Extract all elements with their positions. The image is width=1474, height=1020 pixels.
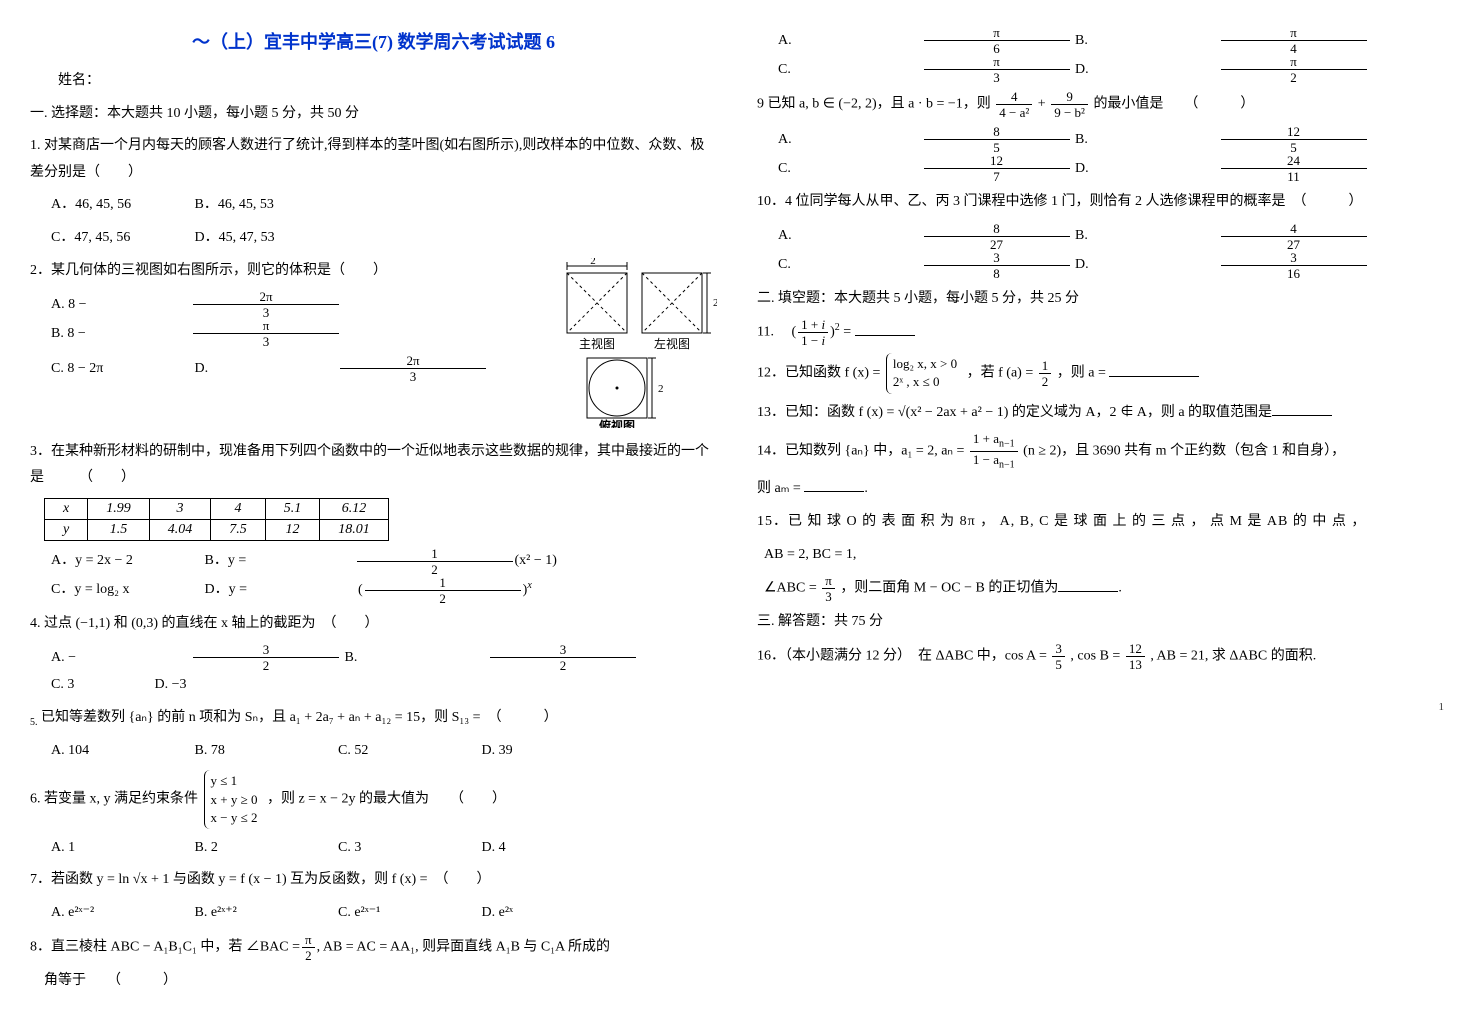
q9-text: 9 已知 a, b ∈ (−2, 2)，且 a · b = −1，则 44 − … — [757, 90, 1444, 119]
q6-text: 6. 若变量 x, y 满足约束条件 y ≤ 1 x + y ≥ 0 x − y… — [30, 770, 717, 829]
q8-opt-c: C. π3 — [778, 55, 1072, 84]
q4-opt-b: B. 32 — [345, 643, 639, 672]
q6-opt-a: A. 1 — [51, 835, 191, 862]
q9-opt-a: A. 85 — [778, 125, 1072, 154]
q1-opt-d: D．45, 47, 53 — [195, 225, 335, 252]
q2-opt-c: C. 8 − 2π — [51, 356, 191, 383]
q7-text: 7．若函数 y = ln √x + 1 与函数 y = f (x − 1) 互为… — [30, 867, 717, 894]
q8-opt-b: B. π4 — [1075, 26, 1369, 55]
q7-opt-c: C. e²ˣ⁻¹ — [338, 900, 478, 927]
three-view-diagram: 2 2 主视图 左视图 — [547, 258, 717, 433]
svg-text:2: 2 — [590, 258, 596, 267]
q6-opt-c: C. 3 — [338, 835, 478, 862]
q3-opt-b: B．y =12(x² − 1) — [205, 547, 665, 576]
q8-opt-a: A. π6 — [778, 26, 1072, 55]
q12: 12．已知函数 f (x) = log₂ x, x > 0 2ˣ , x ≤ 0… — [757, 353, 1444, 393]
q3-data-table: x 1.99 3 4 5.1 6.12 y 1.5 4.04 7.5 12 18… — [44, 498, 389, 541]
q3-options: A．y = 2x − 2 B．y =12(x² − 1) C．y = log₂ … — [30, 547, 717, 605]
q8-options: A. π6 B. π4 C. π3 D. π2 — [757, 26, 1444, 84]
section-3-header: 三. 解答题：共 75 分 — [757, 609, 1444, 636]
q16: 16．（本小题满分 12 分） 在 ΔABC 中，cos A = 35 , co… — [757, 642, 1444, 671]
q3-text: 3．在某种新形材料的研制中，现准备用下列四个函数中的一个近似地表示这些数据的规律… — [30, 439, 717, 492]
q2-opt-d: D. 2π3 — [195, 354, 489, 383]
q5-opt-b: B. 78 — [195, 738, 335, 765]
q1-options-row2: C．47, 45, 56 D．45, 47, 53 — [30, 225, 717, 252]
q10-options: A. 827 B. 427 C. 38 D. 316 — [757, 222, 1444, 280]
q10-text: 10．4 位同学每人从甲、乙、丙 3 门课程中选修 1 门，则恰有 2 人选修课… — [757, 189, 1444, 216]
q5-options: A. 104 B. 78 C. 52 D. 39 — [30, 738, 717, 765]
svg-text:左视图: 左视图 — [654, 336, 690, 351]
q10-opt-c: C. 38 — [778, 251, 1072, 280]
q9-options: A. 85 B. 125 C. 127 D. 2411 — [757, 125, 1444, 183]
q7-opt-a: A. e²ˣ⁻² — [51, 900, 191, 927]
q15b: AB = 2, BC = 1, — [757, 542, 1444, 569]
q6-opt-b: B. 2 — [195, 835, 335, 862]
q3-opt-c: C．y = log₂ x — [51, 577, 201, 604]
q8-opt-d: D. π2 — [1075, 55, 1369, 84]
q14: 14．已知数列 {aₙ} 中，a₁ = 2, aₙ = 1 + an−11 − … — [757, 432, 1444, 470]
q15a: 15．已 知 球 O 的 表 面 积 为 8π ， A, B, C 是 球 面 … — [757, 509, 1444, 536]
q3-opt-d: D．y = (12)x — [205, 576, 532, 605]
section-2-header: 二. 填空题：本大题共 5 小题，每小题 5 分，共 25 分 — [757, 286, 1444, 313]
name-field: 姓名： — [30, 68, 717, 95]
q9-opt-c: C. 127 — [778, 154, 1072, 183]
q4-opt-c: C. 3 — [51, 672, 151, 699]
svg-text:2: 2 — [713, 297, 717, 309]
q4-options: A. −32 B. 32 C. 3 D. −3 — [30, 643, 717, 699]
q2-opt-a: A. 8 −2π3 — [51, 290, 341, 319]
q3-opt-a: A．y = 2x − 2 — [51, 548, 201, 575]
q4-opt-a: A. −32 — [51, 643, 341, 672]
q10-opt-d: D. 316 — [1075, 251, 1369, 280]
q9-opt-d: D. 2411 — [1075, 154, 1369, 183]
q2-opt-b: B. 8 −π3 — [51, 319, 341, 348]
q5-opt-a: A. 104 — [51, 738, 191, 765]
q5-opt-c: C. 52 — [338, 738, 478, 765]
q8-line2: 角等于 （ ） — [30, 968, 717, 995]
q4-text: 4. 过点 (−1,1) 和 (0,3) 的直线在 x 轴上的截距为 （ ） — [30, 611, 717, 638]
q1-options-row1: A．46, 45, 56 B．46, 45, 53 — [30, 192, 717, 219]
svg-text:俯视图: 俯视图 — [599, 418, 635, 428]
q14-line2: 则 aₘ = . — [757, 476, 1444, 503]
q9-opt-b: B. 125 — [1075, 125, 1369, 154]
q4-opt-d: D. −3 — [155, 672, 295, 699]
q15c: ∠ABC = π3 ，则二面角 M − OC − B 的正切值为. — [757, 574, 1444, 603]
q1-opt-c: C．47, 45, 56 — [51, 225, 191, 252]
q7-opt-d: D. e²ˣ — [482, 900, 622, 927]
q6-options: A. 1 B. 2 C. 3 D. 4 — [30, 835, 717, 862]
q5-opt-d: D. 39 — [482, 738, 622, 765]
q5-text: 5. 已知等差数列 {aₙ} 的前 n 项和为 Sₙ，且 a₁ + 2a₇ + … — [30, 705, 717, 732]
q10-opt-a: A. 827 — [778, 222, 1072, 251]
svg-text:2: 2 — [658, 383, 664, 395]
q10-opt-b: B. 427 — [1075, 222, 1369, 251]
q1-opt-b: B．46, 45, 53 — [195, 192, 335, 219]
q7-opt-b: B. e²ˣ⁺² — [195, 900, 335, 927]
q13: 13．已知：函数 f (x) = √(x² − 2ax + a² − 1) 的定… — [757, 400, 1444, 427]
exam-title: ～（上）宜丰中学高三(7) 数学周六考试试题 6 — [30, 28, 717, 54]
q1-opt-a: A．46, 45, 56 — [51, 192, 191, 219]
q1-text: 1. 对某商店一个月内每天的顾客人数进行了统计,得到样本的茎叶图(如右图所示),… — [30, 133, 717, 186]
q7-options: A. e²ˣ⁻² B. e²ˣ⁺² C. e²ˣ⁻¹ D. e²ˣ — [30, 900, 717, 927]
q8-text: 8．直三棱柱 ABC − A₁B₁C₁ 中，若 ∠BAC =π2, AB = A… — [30, 933, 717, 962]
section-1-header: 一. 选择题：本大题共 10 小题，每小题 5 分，共 50 分 — [30, 101, 717, 128]
q6-opt-d: D. 4 — [482, 835, 622, 862]
q11: 11. (1 + i1 − i)2 = — [757, 318, 1444, 347]
svg-text:主视图: 主视图 — [579, 336, 615, 351]
page-number: 1 — [757, 701, 1444, 713]
